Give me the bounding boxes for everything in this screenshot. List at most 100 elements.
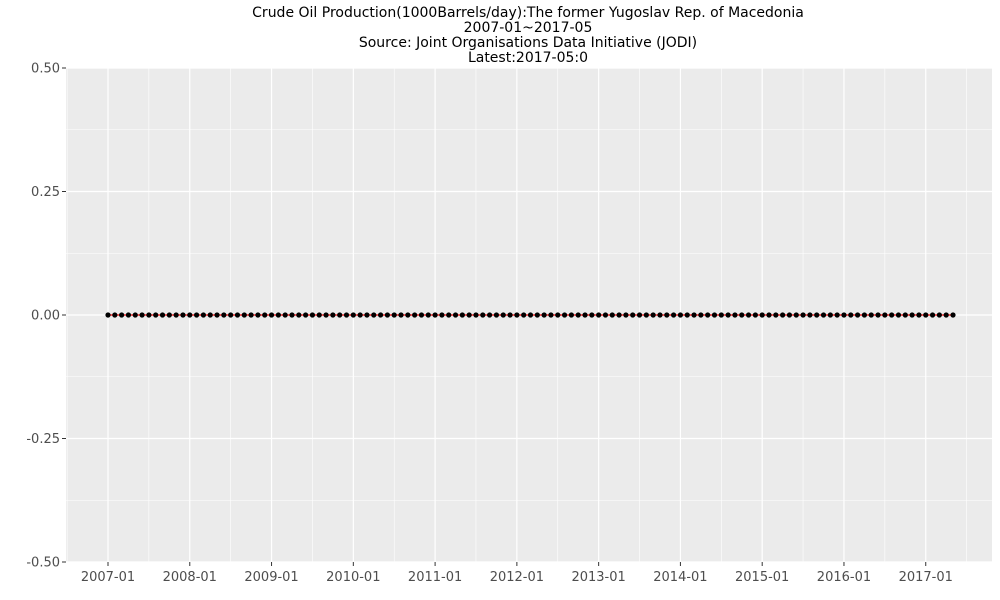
data-point [357, 312, 363, 318]
data-point [384, 312, 390, 318]
data-point [275, 312, 281, 318]
data-point [814, 312, 820, 318]
data-point [446, 312, 452, 318]
x-tick-label: 2017-01 [899, 570, 953, 585]
data-point [187, 312, 193, 318]
data-point [228, 312, 234, 318]
data-point [153, 312, 159, 318]
data-point [882, 312, 888, 318]
data-point [698, 312, 704, 318]
data-point [664, 312, 670, 318]
data-point [807, 312, 813, 318]
data-point [493, 312, 500, 318]
data-point [691, 312, 697, 318]
data-point [200, 312, 206, 318]
data-point [466, 312, 472, 318]
data-point [405, 312, 411, 318]
data-point [507, 312, 513, 318]
data-point [718, 312, 724, 318]
data-point [827, 312, 833, 318]
y-tick-label: -0.50 [26, 556, 60, 571]
data-point [739, 312, 745, 318]
chart-title-line-2: 2007-01~2017-05 [464, 20, 593, 36]
data-point [875, 312, 881, 318]
data-point [166, 312, 172, 318]
data-point [350, 312, 356, 318]
data-point [555, 312, 561, 318]
data-point [868, 312, 874, 318]
data-point [916, 312, 922, 318]
x-tick-label: 2010-01 [326, 570, 380, 585]
x-tick-label: 2007-01 [81, 570, 135, 585]
data-point [745, 312, 752, 318]
data-point [895, 312, 902, 318]
data-point [432, 312, 438, 318]
data-point [780, 312, 786, 318]
data-point [923, 312, 929, 318]
data-point [480, 312, 486, 318]
data-point [234, 312, 241, 318]
data-point [616, 312, 622, 318]
data-point [861, 312, 868, 318]
data-point [793, 312, 799, 318]
data-point [677, 312, 684, 318]
data-point [330, 312, 336, 318]
data-point [582, 312, 588, 318]
data-point [241, 312, 247, 318]
data-point [473, 312, 479, 318]
chart-title-line-1: Crude Oil Production(1000Barrels/day):Th… [252, 5, 804, 21]
data-point [452, 312, 459, 318]
y-tick-label: 0.25 [31, 185, 60, 200]
data-point [398, 312, 404, 318]
data-point [568, 312, 574, 318]
data-point [548, 312, 554, 318]
data-point [371, 312, 377, 318]
data-point [541, 312, 547, 318]
x-tick-label: 2008-01 [163, 570, 217, 585]
x-tick-label: 2016-01 [817, 570, 871, 585]
y-tick-label: 0.00 [31, 309, 60, 324]
series-layer [105, 312, 956, 318]
data-point [309, 312, 316, 318]
data-point [848, 312, 854, 318]
data-point [364, 312, 370, 318]
data-point [262, 312, 268, 318]
x-tick-label: 2012-01 [490, 570, 544, 585]
data-point [623, 312, 629, 318]
axes: 2007-01 2008-01 2009-01 2010-01 2011-01 2012-… [26, 62, 953, 586]
data-point [425, 312, 431, 318]
data-point [214, 312, 220, 318]
data-point [759, 312, 765, 318]
data-point [909, 312, 915, 318]
data-point [711, 312, 718, 318]
data-point [705, 312, 711, 318]
data-point [732, 312, 738, 318]
data-point [296, 312, 302, 318]
data-point [221, 312, 227, 318]
data-point [248, 312, 254, 318]
data-point [439, 312, 445, 318]
data-point [207, 312, 213, 318]
data-point [139, 312, 145, 318]
data-point [180, 312, 186, 318]
data-point [589, 312, 595, 318]
data-point [889, 312, 895, 318]
data-point [684, 312, 690, 318]
data-point [125, 312, 132, 318]
data-point [521, 312, 527, 318]
data-point [412, 312, 418, 318]
data-point [146, 312, 152, 318]
data-point [943, 312, 949, 318]
data-point [487, 312, 493, 318]
data-point [834, 312, 840, 318]
data-point [391, 312, 397, 318]
data-point [514, 312, 520, 318]
data-point [752, 312, 758, 318]
data-point [773, 312, 779, 318]
data-point [534, 312, 540, 318]
data-point [657, 312, 663, 318]
data-point [255, 312, 261, 318]
data-point [527, 312, 534, 318]
data-point [902, 312, 908, 318]
